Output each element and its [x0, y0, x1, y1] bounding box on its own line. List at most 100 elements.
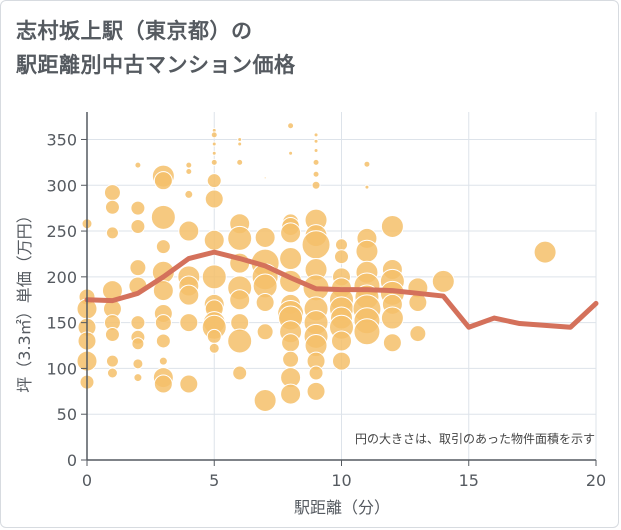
bubble-point-85: [280, 222, 302, 244]
bubble-point-60: [206, 328, 222, 344]
bubble-point-124: [363, 160, 371, 168]
bubble-point-33: [154, 314, 172, 332]
bubble-point-61: [208, 342, 220, 354]
y-tick-label-7: 350: [46, 130, 77, 149]
bubble-point-78: [255, 292, 275, 312]
chart-title-line2: 駅距離別中古マンション価格: [16, 53, 296, 77]
y-tick-label-1: 50: [57, 405, 77, 424]
bubble-point-41: [178, 220, 200, 242]
chart-title-line1: 志村坂上駅（東京都）の: [16, 19, 253, 43]
bubble-point-69: [229, 289, 251, 311]
y-tick-label-2: 100: [46, 359, 77, 378]
bubble-point-25: [133, 373, 143, 383]
bubble-point-64: [236, 158, 244, 166]
y-tick-label-0: 0: [67, 451, 77, 470]
average-price-line: [84, 249, 599, 330]
bubble-point-143: [409, 325, 427, 343]
bubble-point-92: [281, 333, 301, 353]
bubble-point-51: [210, 158, 218, 166]
bubble-point-101: [311, 180, 321, 190]
x-tick-label-1: 5: [209, 471, 219, 490]
bubble-point-114: [335, 238, 348, 252]
bubble-point-19: [129, 259, 147, 277]
bubble-point-16: [134, 161, 142, 169]
bubble-point-18: [130, 218, 146, 234]
x-tick-label-4: 20: [586, 471, 606, 490]
bubble-point-93: [282, 350, 300, 368]
bubble-point-62: [237, 136, 243, 142]
bubble-point-145: [533, 240, 557, 264]
axes: 0 50 100 150 200 250 300 350 0 5 10 15 20: [46, 112, 606, 490]
bubble-point-17: [130, 200, 146, 216]
y-axis-label: 坪（3.3㎡）単価（万円）: [15, 207, 34, 392]
x-axis-label: 駅距離（分）: [294, 498, 390, 517]
bubble-point-72: [232, 365, 248, 381]
bubble-point-39: [185, 168, 193, 176]
y-tick-label-3: 150: [46, 314, 77, 333]
bubble-point-134: [380, 214, 404, 238]
bubble-point-54: [203, 229, 225, 251]
bubble-point-82: [288, 150, 294, 156]
chart-title: 志村坂上駅（東京都）の 駅距離別中古マンション価格: [16, 14, 606, 82]
bubble-point-113: [306, 381, 326, 401]
bubble-point-139: [380, 306, 404, 330]
bubble-point-53: [204, 189, 224, 209]
bubble-point-50: [211, 150, 217, 156]
bubble-point-14: [105, 354, 119, 368]
x-tick-label-0: 0: [82, 471, 92, 490]
bubble-point-23: [131, 337, 145, 351]
bubble-point-15: [106, 367, 118, 379]
bubble-point-31: [152, 280, 174, 302]
bubble-point-52: [206, 173, 222, 189]
bubble-point-7: [103, 184, 121, 202]
bubble-point-24: [132, 358, 144, 370]
y-tick-label-4: 200: [46, 268, 77, 287]
bubble-point-71: [227, 328, 253, 354]
x-tick-label-2: 10: [331, 471, 351, 490]
bubble-point-144: [431, 269, 455, 293]
bubble-point-66: [227, 225, 253, 251]
bubble-point-48: [210, 131, 218, 139]
bubble-point-40: [184, 189, 194, 199]
bubble-point-123: [332, 351, 351, 371]
bubble-point-133: [353, 318, 381, 346]
bubble-point-112: [308, 365, 324, 381]
bubble-point-27: [153, 171, 173, 191]
bubble-point-55: [201, 264, 227, 290]
bubble-point-34: [155, 333, 171, 349]
bubble-point-37: [153, 374, 173, 394]
size-note: 円の大きさは、取引のあった物件面積を示す: [355, 431, 595, 446]
bubble-point-63: [237, 141, 243, 147]
y-tick-label-6: 300: [46, 176, 77, 195]
bubble-point-8: [104, 199, 120, 215]
y-tick-label-5: 250: [46, 222, 77, 241]
bubble-point-49: [211, 141, 217, 147]
bubble-point-13: [104, 327, 120, 343]
bubble-point-79: [256, 323, 274, 341]
bubble-point-127: [355, 239, 379, 263]
bubble-point-74: [254, 226, 276, 248]
bubble-point-86: [279, 247, 303, 271]
bubble-point-9: [105, 226, 119, 240]
bubble-point-38: [185, 161, 193, 169]
bubble-point-46: [179, 374, 199, 394]
bubble-point-35: [158, 356, 168, 366]
bubble-point-81: [287, 122, 295, 130]
bubble-point-115: [334, 249, 349, 265]
bubble-point-29: [155, 239, 171, 255]
bubble-point-125: [364, 184, 370, 190]
bubble-point-73: [263, 176, 267, 180]
bubble-point-97: [313, 138, 319, 144]
bubble-point-44: [178, 284, 200, 306]
bubble-point-80: [253, 388, 277, 412]
bubble-point-96: [313, 132, 319, 138]
bubble-point-45: [179, 313, 199, 333]
bubble-point-95: [280, 383, 302, 405]
bubble-point-104: [301, 230, 331, 260]
bubble-point-100: [312, 170, 320, 178]
bubble-point-98: [313, 147, 319, 153]
bubble-point-140: [382, 333, 402, 353]
bubble-point-122: [331, 330, 352, 352]
bubble-point-21: [130, 315, 146, 331]
